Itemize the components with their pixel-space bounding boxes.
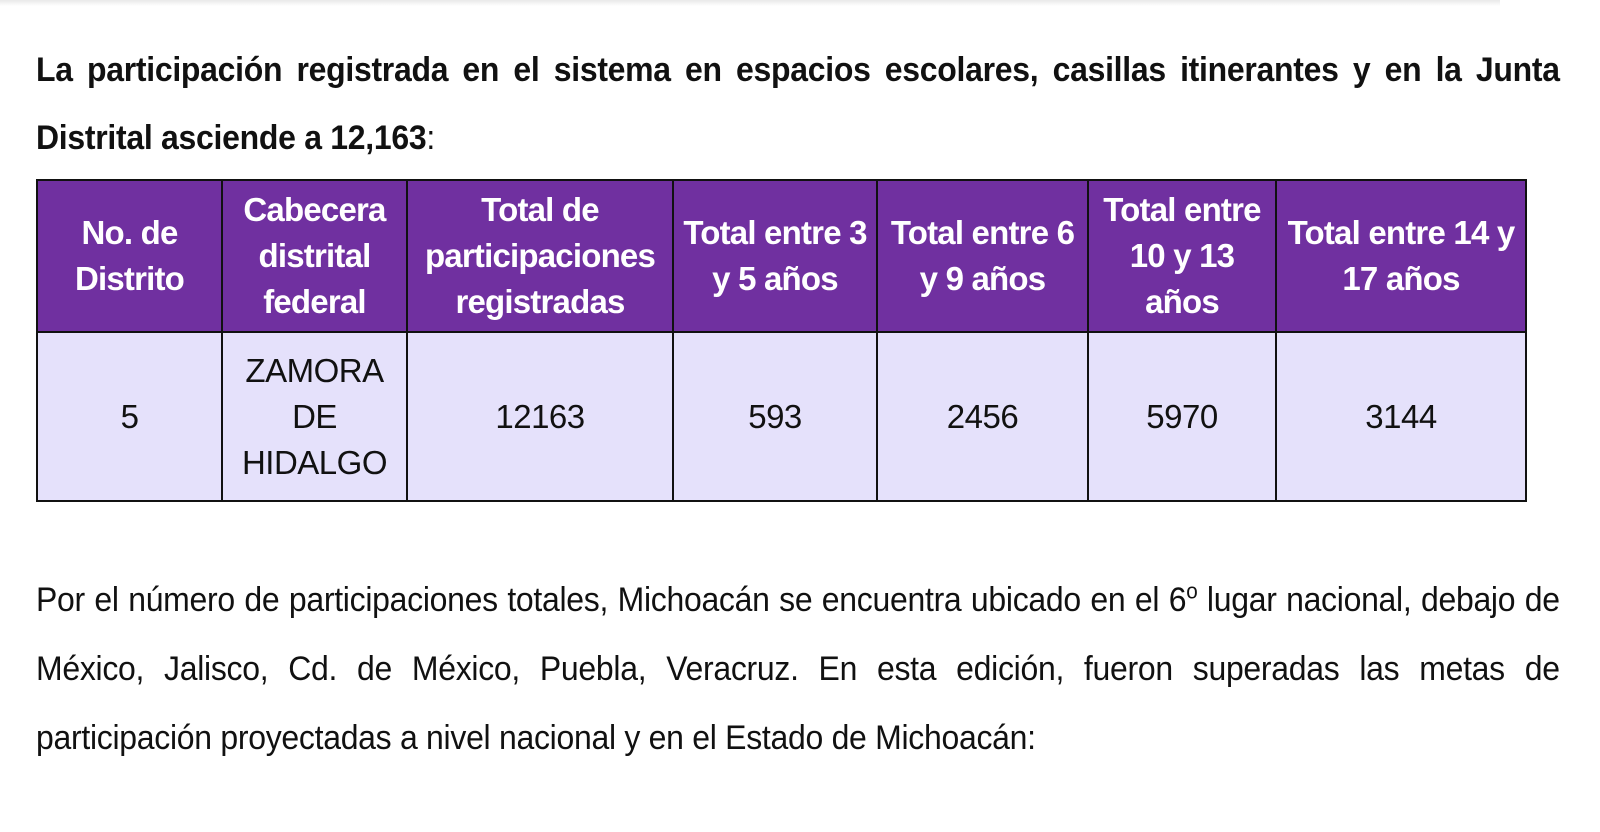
conclusion-text-start: Por el número de participaciones totales… [36, 581, 1187, 619]
intro-paragraph: La participación registrada en el sistem… [36, 36, 1560, 172]
header-total-participaciones: Total de participaciones registradas [406, 179, 674, 333]
header-no-distrito: No. de Distrito [36, 179, 223, 333]
conclusion-text-end: lugar nacional, debajo de México, Jalisc… [36, 581, 1560, 757]
ordinal-indicator: o [1186, 578, 1198, 604]
header-total-10-13: Total entre 10 y 13 años [1087, 179, 1277, 333]
header-total-3-5: Total entre 3 y 5 años [672, 179, 878, 333]
table-row: 5 ZAMORA DE HIDALGO 12163 593 2456 5970 … [36, 331, 1527, 502]
header-cabecera: Cabecera distrital federal [221, 179, 408, 333]
document-page: La participación registrada en el sistem… [36, 36, 1560, 757]
table-header-row: No. de Distrito Cabecera distrital feder… [36, 179, 1527, 333]
cell-total-10-13: 5970 [1087, 331, 1277, 502]
cell-cabecera: ZAMORA DE HIDALGO [221, 331, 408, 502]
intro-text: La participación registrada en el sistem… [36, 51, 1560, 157]
intro-colon: : [426, 119, 435, 157]
cell-total-participaciones: 12163 [406, 331, 674, 502]
cell-total-6-9: 2456 [876, 331, 1089, 502]
cell-total-3-5: 593 [672, 331, 878, 502]
cell-distrito: 5 [36, 331, 223, 502]
conclusion-paragraph: Por el número de participaciones totales… [36, 566, 1560, 773]
participation-table: No. de Distrito Cabecera distrital feder… [36, 179, 1527, 502]
cell-total-14-17: 3144 [1275, 331, 1527, 502]
page-top-shadow [0, 0, 1500, 6]
header-total-6-9: Total entre 6 y 9 años [876, 179, 1089, 333]
header-total-14-17: Total entre 14 y 17 años [1275, 179, 1527, 333]
